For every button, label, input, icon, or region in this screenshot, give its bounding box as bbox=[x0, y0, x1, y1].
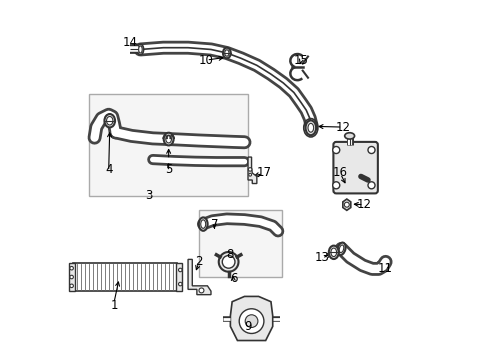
Text: 12: 12 bbox=[335, 121, 350, 134]
Circle shape bbox=[178, 282, 182, 286]
Circle shape bbox=[70, 266, 73, 270]
Text: 12: 12 bbox=[356, 198, 371, 211]
Circle shape bbox=[70, 275, 73, 279]
Polygon shape bbox=[188, 259, 210, 294]
Polygon shape bbox=[342, 199, 350, 210]
Ellipse shape bbox=[307, 123, 313, 132]
Ellipse shape bbox=[224, 50, 228, 56]
Circle shape bbox=[367, 147, 374, 154]
Text: 17: 17 bbox=[256, 166, 271, 179]
Text: 5: 5 bbox=[164, 163, 172, 176]
Circle shape bbox=[70, 284, 73, 288]
Ellipse shape bbox=[339, 245, 343, 253]
Text: 1: 1 bbox=[110, 299, 118, 312]
Bar bbox=[89, 94, 247, 196]
Text: 15: 15 bbox=[293, 54, 308, 67]
Text: 11: 11 bbox=[377, 262, 392, 275]
Ellipse shape bbox=[328, 246, 338, 259]
Circle shape bbox=[244, 315, 257, 328]
Ellipse shape bbox=[139, 46, 142, 53]
Ellipse shape bbox=[104, 114, 115, 127]
Ellipse shape bbox=[163, 133, 173, 145]
Ellipse shape bbox=[137, 44, 143, 55]
Circle shape bbox=[367, 182, 374, 189]
Ellipse shape bbox=[344, 133, 354, 139]
FancyBboxPatch shape bbox=[333, 142, 377, 193]
Circle shape bbox=[344, 202, 348, 207]
Bar bbox=[198, 210, 281, 277]
Circle shape bbox=[222, 256, 235, 268]
Text: 2: 2 bbox=[195, 255, 202, 267]
Text: 6: 6 bbox=[230, 272, 237, 285]
Text: 4: 4 bbox=[105, 163, 112, 176]
Text: 13: 13 bbox=[314, 251, 329, 264]
Text: 14: 14 bbox=[122, 36, 137, 49]
Bar bbox=[175, 263, 182, 291]
Ellipse shape bbox=[305, 120, 315, 135]
Text: 8: 8 bbox=[226, 248, 234, 261]
Circle shape bbox=[178, 268, 182, 272]
Ellipse shape bbox=[201, 220, 205, 228]
Ellipse shape bbox=[165, 135, 171, 143]
Polygon shape bbox=[247, 157, 256, 184]
Bar bbox=[73, 263, 177, 291]
Circle shape bbox=[218, 252, 238, 272]
Ellipse shape bbox=[199, 217, 207, 231]
Text: 9: 9 bbox=[244, 320, 251, 333]
Text: 7: 7 bbox=[210, 217, 218, 231]
Text: 16: 16 bbox=[331, 166, 346, 179]
Circle shape bbox=[332, 182, 339, 189]
Ellipse shape bbox=[330, 248, 336, 257]
Text: 10: 10 bbox=[198, 54, 213, 67]
Text: 3: 3 bbox=[145, 189, 153, 202]
Circle shape bbox=[248, 173, 251, 176]
Ellipse shape bbox=[337, 243, 345, 255]
Circle shape bbox=[248, 168, 251, 171]
Circle shape bbox=[332, 147, 339, 154]
Polygon shape bbox=[230, 296, 272, 341]
Circle shape bbox=[199, 288, 203, 293]
Ellipse shape bbox=[223, 48, 230, 58]
Circle shape bbox=[239, 309, 264, 333]
Bar bbox=[69, 263, 75, 291]
Ellipse shape bbox=[106, 117, 113, 125]
